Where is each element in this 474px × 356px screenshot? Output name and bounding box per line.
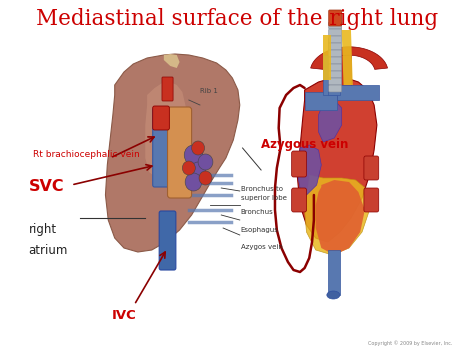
FancyBboxPatch shape [328,57,342,64]
Text: Esophagus: Esophagus [240,227,278,232]
Polygon shape [297,78,377,242]
FancyBboxPatch shape [328,29,342,36]
FancyBboxPatch shape [167,107,191,198]
FancyBboxPatch shape [162,77,173,101]
FancyBboxPatch shape [328,71,342,78]
FancyBboxPatch shape [328,10,342,26]
Text: Bronchus to: Bronchus to [240,186,283,192]
Text: right: right [28,223,56,236]
Circle shape [185,173,202,191]
Text: Mediastinal surface of the right lung: Mediastinal surface of the right lung [36,8,438,30]
Circle shape [191,141,205,155]
FancyBboxPatch shape [328,85,342,92]
Polygon shape [323,35,330,80]
FancyBboxPatch shape [292,151,307,177]
Circle shape [191,162,206,178]
Polygon shape [337,85,379,100]
FancyBboxPatch shape [153,108,169,187]
Circle shape [182,161,195,175]
FancyBboxPatch shape [328,50,342,57]
Text: Azygous vein: Azygous vein [261,138,348,151]
Polygon shape [310,47,388,69]
Text: SVC: SVC [28,179,64,194]
Text: superior lobe: superior lobe [240,195,286,200]
FancyBboxPatch shape [364,156,379,180]
Text: Azygos vein: Azygos vein [240,245,283,250]
Text: IVC: IVC [112,309,137,321]
Polygon shape [328,38,340,95]
Polygon shape [105,54,240,252]
FancyBboxPatch shape [364,188,379,212]
Ellipse shape [327,291,340,299]
Circle shape [199,171,212,185]
FancyBboxPatch shape [328,22,342,29]
Polygon shape [164,54,180,68]
Circle shape [184,145,203,165]
FancyBboxPatch shape [328,78,342,85]
FancyBboxPatch shape [328,36,342,43]
Polygon shape [305,175,369,255]
Polygon shape [319,100,342,142]
Text: Rib 1: Rib 1 [200,88,218,94]
Text: Rt brachiocephalic vein: Rt brachiocephalic vein [33,150,139,159]
FancyBboxPatch shape [292,188,307,212]
FancyBboxPatch shape [153,106,169,130]
Polygon shape [342,30,353,85]
Polygon shape [297,145,321,195]
Circle shape [198,154,213,170]
Polygon shape [323,55,337,95]
Polygon shape [305,92,337,110]
FancyBboxPatch shape [159,211,176,270]
Text: atrium: atrium [28,245,68,257]
FancyBboxPatch shape [328,64,342,71]
Text: Bronchus: Bronchus [240,209,273,215]
Polygon shape [316,180,365,255]
Text: Copyright © 2009 by Elsevier, Inc.: Copyright © 2009 by Elsevier, Inc. [368,340,453,346]
FancyBboxPatch shape [328,43,342,50]
Polygon shape [340,55,351,90]
Polygon shape [328,250,340,295]
Polygon shape [146,82,186,178]
